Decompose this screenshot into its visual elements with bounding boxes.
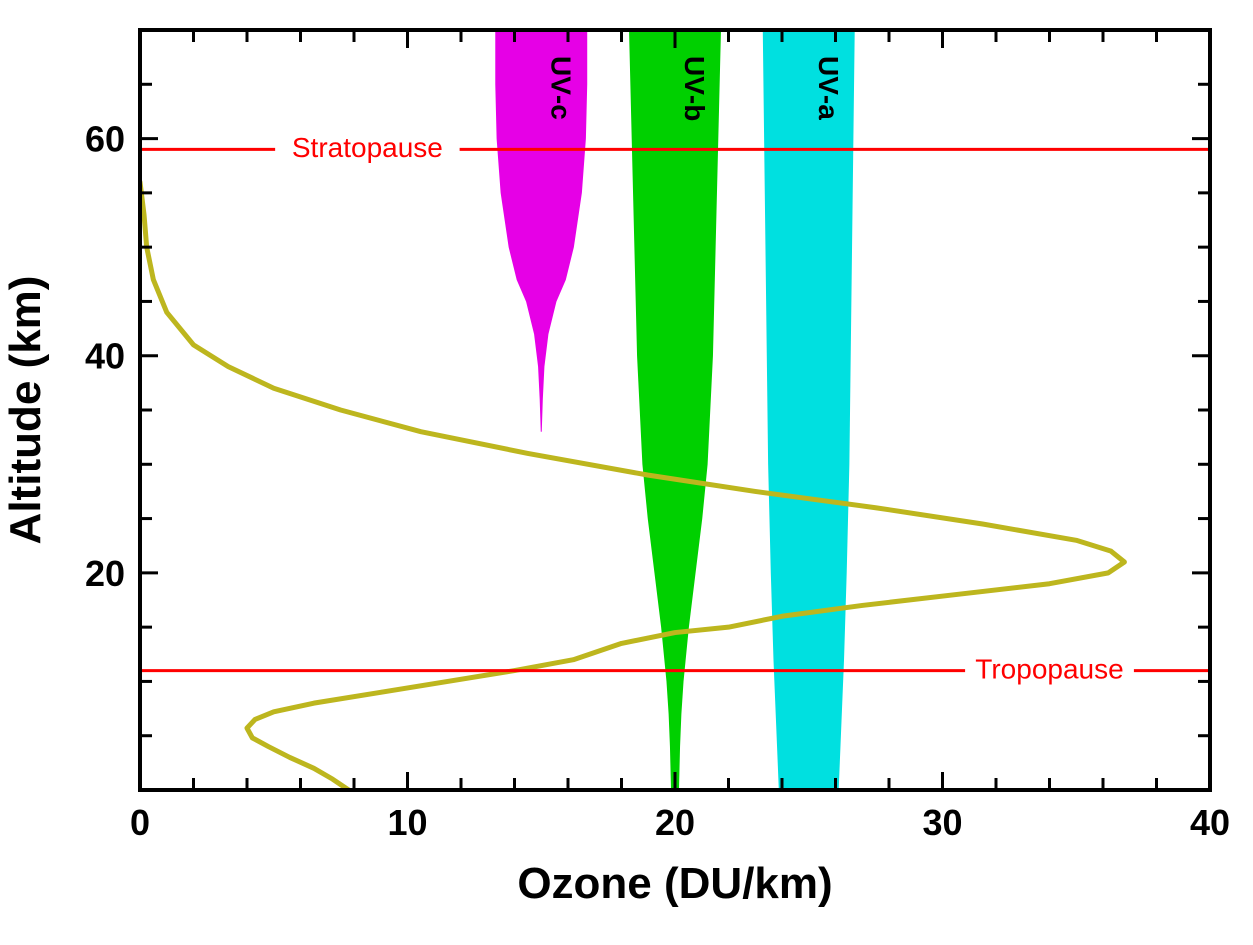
x-tick-label: 10 bbox=[387, 802, 427, 843]
y-tick-label: 20 bbox=[85, 553, 125, 594]
y-tick-label: 40 bbox=[85, 336, 125, 377]
x-axis-label: Ozone (DU/km) bbox=[517, 859, 832, 908]
uv-band-label-uv-a: UV‑a bbox=[813, 56, 844, 120]
stratopause-label: Stratopause bbox=[292, 132, 443, 163]
y-tick-label: 60 bbox=[85, 119, 125, 160]
ozone-altitude-chart: 0 10 20 30 40 Ozone (DU/km) 20 40 60 Altitude (km… bbox=[0, 0, 1253, 945]
chart-svg: 0 10 20 30 40 Ozone (DU/km) 20 40 60 Altitude (km… bbox=[0, 0, 1253, 945]
tropopause-label: Tropopause bbox=[975, 653, 1123, 684]
uv-band-label-uv-b: UV‑b bbox=[679, 56, 710, 121]
x-tick-label: 0 bbox=[130, 802, 150, 843]
uv-band-uv-a bbox=[763, 30, 854, 790]
y-axis-label: Altitude (km) bbox=[1, 276, 50, 545]
uv-band-label-uv-c: UV‑c bbox=[545, 56, 576, 120]
x-tick-label: 40 bbox=[1190, 802, 1230, 843]
x-tick-label: 20 bbox=[655, 802, 695, 843]
x-tick-label: 30 bbox=[922, 802, 962, 843]
